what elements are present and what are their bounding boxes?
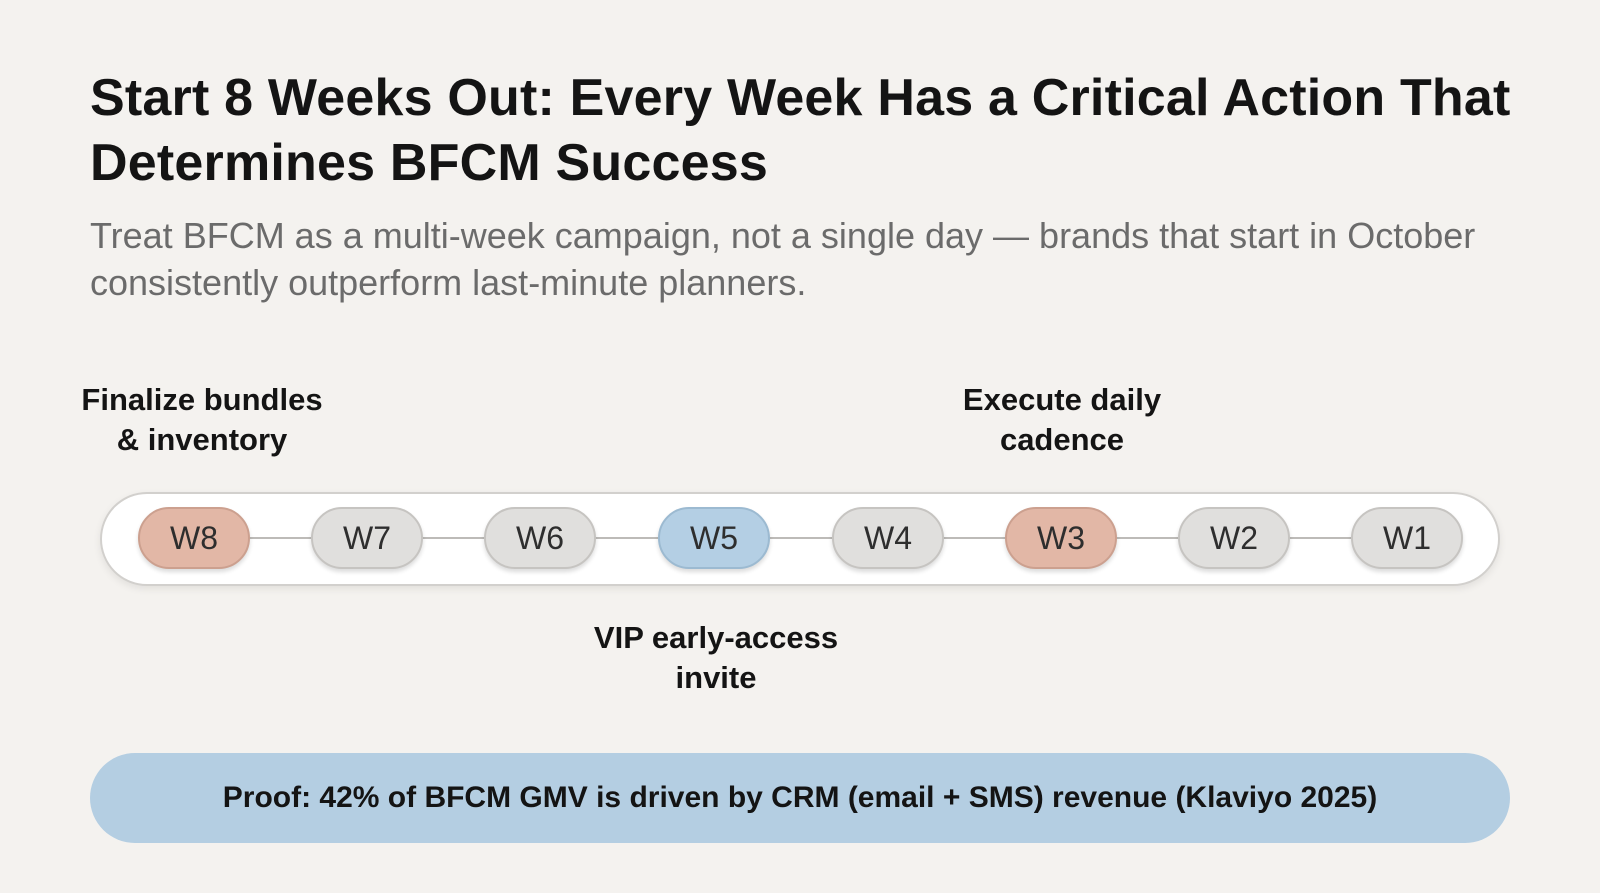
week-node-w3: W3 (1005, 507, 1117, 569)
callout-w3: Execute daily cadence (912, 380, 1212, 460)
callout-w3-line2: cadence (999, 422, 1125, 457)
week-node-w6: W6 (484, 507, 596, 569)
callout-w8-line1: Finalize bundles (81, 382, 323, 417)
proof-banner: Proof: 42% of BFCM GMV is driven by CRM … (90, 753, 1510, 843)
week-node-w2: W2 (1178, 507, 1290, 569)
callout-w3-line1: Execute daily (962, 382, 1162, 417)
week-node-w8: W8 (138, 507, 250, 569)
week-node-w4: W4 (832, 507, 944, 569)
week-node-w1: W1 (1351, 507, 1463, 569)
subtitle: Treat BFCM as a multi-week campaign, not… (90, 215, 1476, 303)
callout-w8-line2: & inventory (116, 422, 288, 457)
page-title: Start 8 Weeks Out: Every Week Has a Crit… (90, 69, 1511, 192)
callout-w5-line2: invite (675, 660, 757, 695)
timeline-connector (194, 537, 1408, 539)
proof-text: Proof: 42% of BFCM GMV is driven by CRM … (222, 781, 1378, 814)
week-node-w7: W7 (311, 507, 423, 569)
week-node-w5: W5 (658, 507, 770, 569)
timeline-track (100, 492, 1500, 586)
callout-w8: Finalize bundles & inventory (60, 380, 344, 460)
callout-w5-line1: VIP early-access (593, 620, 839, 655)
callout-w5: VIP early-access invite (556, 618, 876, 698)
